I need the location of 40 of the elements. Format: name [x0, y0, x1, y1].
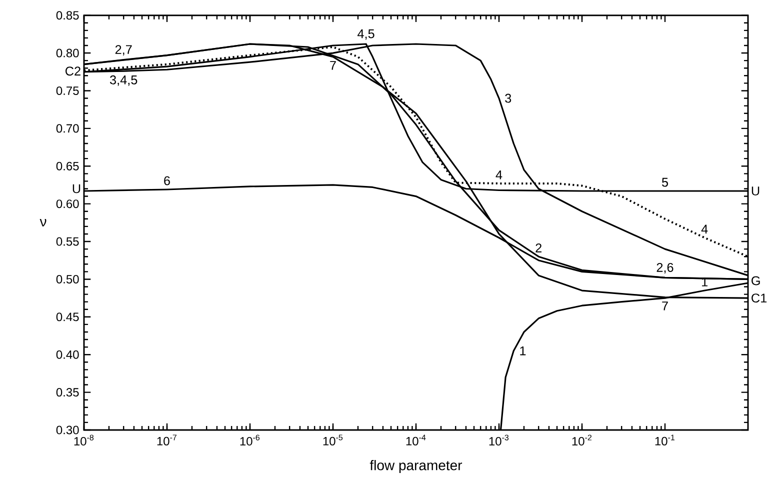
annotation: 1	[520, 346, 526, 356]
annotation: 2,7	[115, 45, 132, 56]
x-tick-label: 10$^{-3}$	[489, 434, 509, 446]
y-tick-label: 0.60	[56, 200, 79, 208]
annotation: 5	[662, 178, 668, 187]
y-tick-label: 0.75	[56, 86, 79, 95]
x-tick-label: 10$^{-4}$	[406, 434, 426, 446]
annotation: 6	[164, 176, 170, 186]
y-tick-label: 0.35	[56, 388, 79, 397]
y-tick-label: 0.30	[56, 426, 79, 434]
y-tick-label: 0.40	[56, 350, 79, 359]
y-tick-label: 0.55	[56, 237, 79, 246]
annotation: 4	[496, 170, 502, 180]
x-tick-label: 10$^{-6}$	[240, 434, 260, 446]
x-tick-label: 10$^{-7}$	[157, 434, 176, 446]
annotation: U	[752, 186, 760, 196]
y-tick-label: 0.85	[56, 11, 79, 20]
annotation: 2	[536, 243, 542, 252]
x-tick-label: 10$^{-8}$	[74, 434, 94, 446]
y-tick-label: 0.50	[56, 274, 79, 284]
annotation: 4,5	[358, 29, 374, 40]
y-tick-label: 0.80	[56, 48, 79, 58]
x-axis-title: flow parameter	[370, 460, 462, 474]
x-tick-label: 10$^{-5}$	[323, 434, 343, 446]
annotation: 3,4,5	[110, 75, 138, 86]
y-tick-label: 0.45	[56, 312, 79, 322]
annotation: 7	[662, 302, 668, 310]
annotation: C2	[66, 66, 80, 76]
annotation: G	[752, 276, 760, 286]
annotation: 2,6	[656, 262, 674, 274]
annotation: C1	[752, 294, 766, 303]
y-axis-title: ν	[40, 218, 46, 226]
x-tick-label: 10$^{-1}$	[655, 434, 674, 446]
y-tick-label: 0.70	[56, 124, 79, 133]
annotation: 4	[701, 224, 708, 234]
annotation: 3	[505, 94, 512, 103]
y-tick-label: 0.65	[56, 162, 79, 170]
x-tick-label: 10$^{-2}$	[572, 434, 592, 446]
annotation: U	[72, 184, 80, 194]
annotation: 7	[330, 61, 336, 70]
